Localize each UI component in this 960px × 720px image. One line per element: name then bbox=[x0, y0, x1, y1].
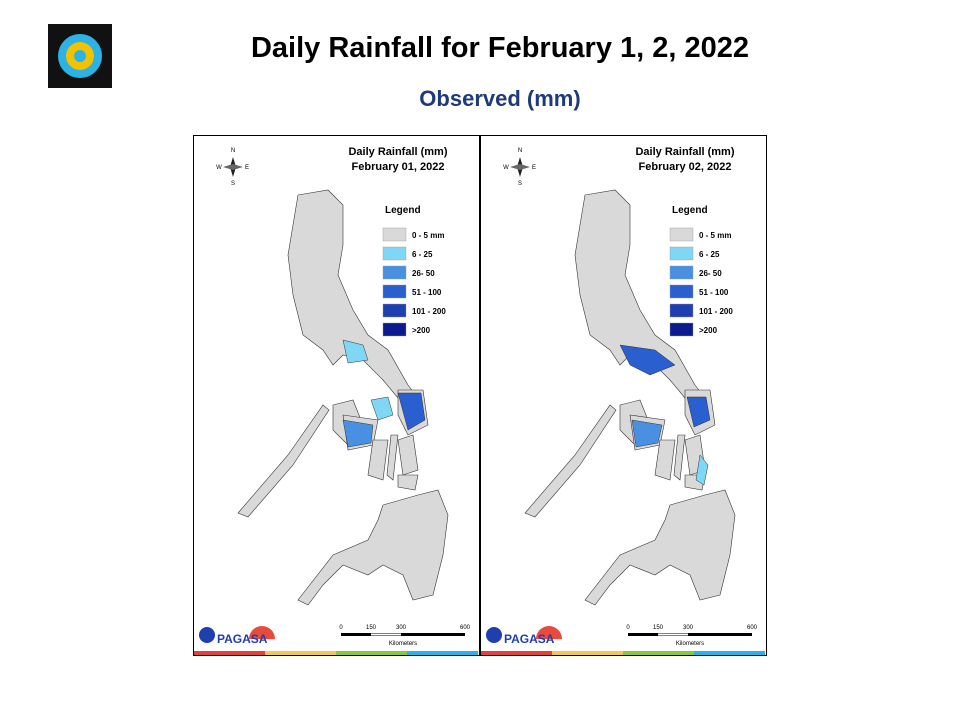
scale-tick: 300 bbox=[396, 625, 407, 631]
scale-tick: 600 bbox=[460, 625, 471, 631]
island bbox=[386, 434, 399, 481]
legend-swatch bbox=[669, 284, 694, 299]
compass-label: W bbox=[503, 165, 509, 171]
scale-tick: 0 bbox=[339, 625, 343, 631]
pagasa-logo bbox=[199, 627, 215, 643]
rain-area bbox=[342, 419, 374, 448]
island bbox=[397, 474, 419, 491]
map-panels: N S E W Daily Rainfall (mm) February 01, 2022… bbox=[193, 135, 767, 656]
scale-bar bbox=[658, 633, 688, 636]
logo-text: PAGASA bbox=[217, 632, 268, 646]
legend-swatch bbox=[669, 246, 694, 261]
rain-area bbox=[695, 454, 709, 486]
compass bbox=[223, 164, 243, 170]
legend-label: 6 - 25 bbox=[699, 250, 720, 259]
scale-tick: 600 bbox=[747, 625, 758, 631]
scale-tick: 0 bbox=[626, 625, 630, 631]
rain-area bbox=[397, 392, 426, 431]
legend-swatch bbox=[669, 322, 694, 337]
page-title: Daily Rainfall for February 1, 2, 2022 bbox=[250, 32, 750, 64]
legend-label: 0 - 5 mm bbox=[412, 231, 444, 240]
compass-label: N bbox=[231, 148, 235, 154]
scale-tick: 150 bbox=[366, 625, 377, 631]
pagasa-logo bbox=[536, 626, 562, 639]
scale-bar bbox=[341, 633, 465, 636]
color-stripe bbox=[194, 651, 265, 655]
island bbox=[297, 489, 449, 606]
legend-swatch bbox=[669, 227, 694, 242]
legend-label: 51 - 100 bbox=[699, 288, 729, 297]
legend-swatch bbox=[382, 227, 407, 242]
legend-swatch bbox=[382, 246, 407, 261]
compass-label: E bbox=[532, 165, 536, 171]
legend-swatch bbox=[382, 284, 407, 299]
map-title: Daily Rainfall (mm) bbox=[348, 146, 447, 158]
rain-area bbox=[370, 396, 394, 421]
rain-area bbox=[342, 339, 369, 364]
legend-swatch bbox=[669, 303, 694, 318]
legend-label: >200 bbox=[699, 326, 718, 335]
page-subtitle: Observed (mm) bbox=[419, 86, 581, 111]
legend-swatch bbox=[382, 265, 407, 280]
legend-label: >200 bbox=[412, 326, 431, 335]
island bbox=[584, 489, 736, 606]
compass bbox=[510, 164, 530, 170]
pagasa-logo bbox=[249, 626, 275, 639]
island bbox=[397, 434, 419, 476]
color-stripe bbox=[407, 651, 478, 655]
legend-label: 0 - 5 mm bbox=[699, 231, 731, 240]
map-title: February 01, 2022 bbox=[352, 161, 445, 173]
map-title: February 02, 2022 bbox=[639, 161, 732, 173]
scale-bar bbox=[628, 633, 752, 636]
color-stripe bbox=[694, 651, 765, 655]
rain-area bbox=[686, 396, 711, 428]
color-stripe bbox=[552, 651, 623, 655]
legend-label: 6 - 25 bbox=[412, 250, 433, 259]
scale-tick: 150 bbox=[653, 625, 664, 631]
rain-area bbox=[631, 419, 663, 448]
map-panel: N S E W Daily Rainfall (mm) February 01, 2022… bbox=[193, 135, 480, 656]
legend-label: 101 - 200 bbox=[699, 307, 733, 316]
island bbox=[237, 404, 330, 518]
legend-swatch bbox=[669, 265, 694, 280]
color-stripe bbox=[265, 651, 336, 655]
pagasa-logo bbox=[486, 627, 502, 643]
agency-logo bbox=[48, 24, 112, 88]
scale-tick: 300 bbox=[683, 625, 694, 631]
legend-swatch bbox=[382, 322, 407, 337]
color-stripe bbox=[623, 651, 694, 655]
rain-area bbox=[619, 344, 676, 376]
compass-label: W bbox=[216, 165, 222, 171]
legend-swatch bbox=[382, 303, 407, 318]
legend-title: Legend bbox=[672, 205, 708, 216]
island bbox=[367, 439, 389, 481]
legend-label: 26- 50 bbox=[699, 269, 722, 278]
map-title: Daily Rainfall (mm) bbox=[635, 146, 734, 158]
legend-title: Legend bbox=[385, 205, 421, 216]
legend-label: 101 - 200 bbox=[412, 307, 446, 316]
island bbox=[654, 439, 676, 481]
scale-unit: Kilometers bbox=[389, 641, 417, 647]
island bbox=[524, 404, 617, 518]
scale-bar bbox=[371, 633, 401, 636]
island bbox=[673, 434, 686, 481]
legend-label: 51 - 100 bbox=[412, 288, 442, 297]
compass-label: E bbox=[245, 165, 249, 171]
compass-label: S bbox=[518, 181, 522, 187]
scale-unit: Kilometers bbox=[676, 641, 704, 647]
legend-label: 26- 50 bbox=[412, 269, 435, 278]
compass-label: S bbox=[231, 181, 235, 187]
color-stripe bbox=[336, 651, 407, 655]
map-panel: N S E W Daily Rainfall (mm) February 02, 2022… bbox=[480, 135, 767, 656]
logo-text: PAGASA bbox=[504, 632, 555, 646]
color-stripe bbox=[481, 651, 552, 655]
compass-label: N bbox=[518, 148, 522, 154]
